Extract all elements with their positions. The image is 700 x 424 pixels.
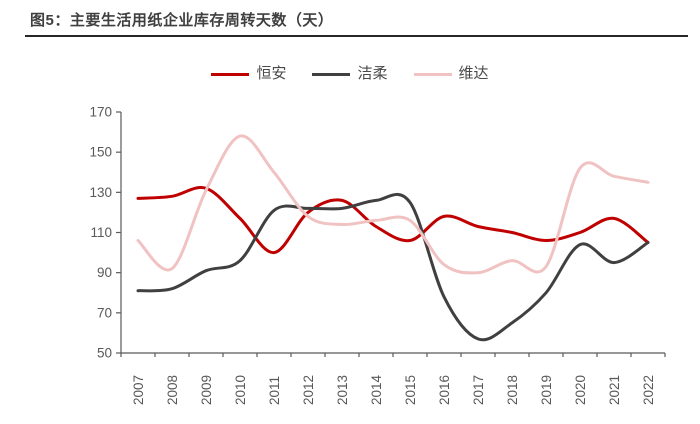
- legend-label: 维达: [458, 65, 489, 82]
- y-tick-label: 130: [89, 185, 112, 200]
- chart-legend: 恒安 洁柔 维达: [0, 66, 700, 82]
- legend-label: 恒安: [256, 65, 287, 82]
- legend-label: 洁柔: [357, 65, 388, 82]
- y-tick-label: 110: [90, 225, 112, 240]
- legend-line-swatch: [312, 72, 351, 76]
- series-line-洁柔: [136, 192, 650, 342]
- x-tick-label: 2018: [505, 375, 520, 405]
- title-underline: [25, 35, 688, 37]
- x-tick-label: 2021: [607, 375, 622, 405]
- x-tick-label: 2008: [165, 375, 180, 405]
- legend-line-swatch: [211, 72, 250, 76]
- series-line-维达: [136, 134, 650, 275]
- x-tick-label: 2020: [573, 375, 588, 405]
- legend-line-swatch: [413, 72, 452, 76]
- y-tick-label: 90: [97, 265, 112, 280]
- legend-item-3: 维达: [413, 65, 489, 82]
- x-tick-label: 2016: [437, 375, 452, 405]
- y-tick-label: 50: [97, 346, 112, 361]
- x-tick-label: 2011: [267, 376, 282, 405]
- series-line-恒安: [136, 186, 650, 255]
- legend-item-2: 洁柔: [312, 65, 388, 82]
- x-tick-label: 2015: [403, 375, 418, 405]
- x-tick-label: 2017: [471, 375, 486, 405]
- x-tick-label: 2019: [539, 375, 554, 405]
- x-tick-label: 2007: [131, 375, 146, 405]
- x-tick-label: 2009: [199, 375, 214, 405]
- y-tick-label: 150: [89, 145, 112, 160]
- figure-title: 图5：主要生活用纸企业库存周转天数（天）: [30, 12, 334, 29]
- x-tick-label: 2014: [369, 374, 384, 405]
- x-tick-label: 2022: [641, 375, 656, 405]
- y-tick-label: 70: [97, 305, 112, 320]
- y-tick-label: 170: [89, 105, 112, 120]
- legend-item-1: 恒安: [211, 66, 286, 82]
- x-tick-label: 2010: [233, 375, 248, 405]
- x-tick-label: 2013: [335, 375, 350, 405]
- x-tick-label: 2012: [301, 375, 316, 405]
